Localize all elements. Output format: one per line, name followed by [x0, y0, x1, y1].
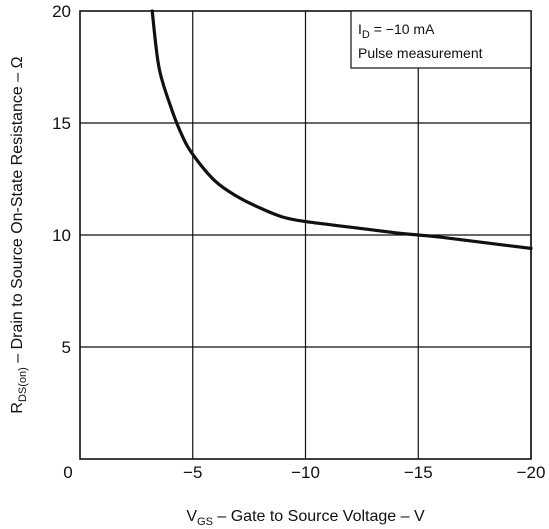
- x-tick-label: −20: [517, 463, 546, 482]
- annotation-box: ID = −10 mA Pulse measurement: [350, 10, 532, 69]
- y-tick-label: 5: [62, 338, 71, 357]
- x-tick-label: 0: [63, 463, 72, 482]
- annotation-pulse-measurement: Pulse measurement: [358, 45, 483, 61]
- annotation-frame: [350, 10, 532, 69]
- y-tick-labels: 5 10 15 20: [52, 2, 71, 357]
- y-tick-label: 10: [52, 226, 71, 245]
- y-axis-title: RDS(on) – Drain to Source On-State Resis…: [9, 56, 29, 413]
- rds-curve-line: [150, 9, 533, 250]
- annotation-id-condition: ID = −10 mA: [358, 21, 435, 41]
- x-tick-label: −10: [291, 463, 320, 482]
- x-tick-labels: 0 −5 −10 −15 −20: [63, 463, 545, 482]
- grid-lines: [80, 11, 532, 459]
- x-axis-title: VGS – Gate to Source Voltage – V: [186, 508, 425, 528]
- x-tick-label: −15: [404, 463, 433, 482]
- y-tick-label: 15: [52, 114, 71, 133]
- y-tick-label: 20: [52, 2, 71, 21]
- x-tick-label: −5: [183, 463, 202, 482]
- plot-area: [79, 9, 533, 460]
